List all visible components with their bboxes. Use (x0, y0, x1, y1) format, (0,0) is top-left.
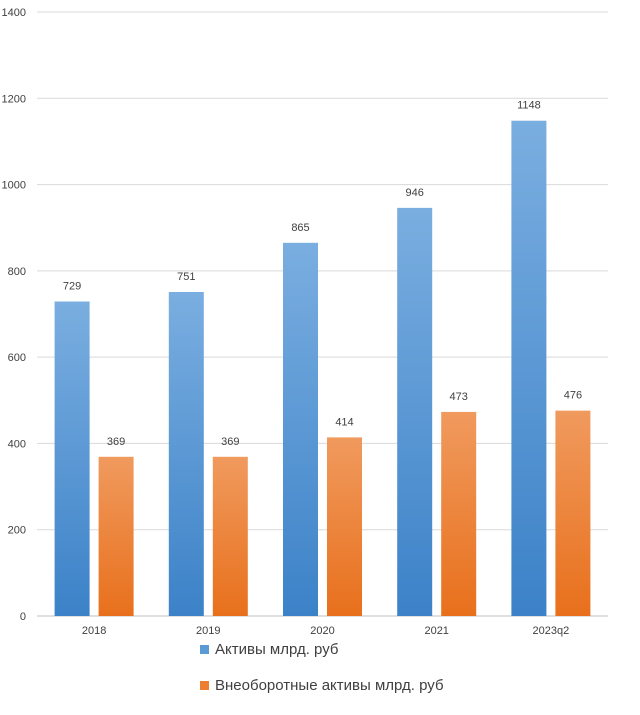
x-tick-label: 2021 (424, 625, 448, 637)
data-label-noncurrent-assets: 473 (450, 391, 468, 403)
legend-swatch-noncurrent-assets (200, 680, 209, 690)
legend-swatch-assets (200, 644, 209, 654)
legend-item-assets: Активы млрд. руб (200, 638, 444, 660)
y-tick-label: 1400 (2, 7, 26, 19)
x-tick-label: 2018 (82, 625, 106, 637)
data-label-assets: 729 (63, 280, 81, 292)
x-tick-label: 2020 (310, 625, 334, 637)
legend-label-noncurrent-assets: Внеоборотные активы млрд. руб (215, 676, 444, 694)
bar-noncurrent-assets (327, 437, 362, 616)
data-label-noncurrent-assets: 369 (107, 436, 125, 448)
data-label-assets: 1148 (517, 100, 541, 112)
y-tick-label: 1200 (2, 93, 26, 105)
y-tick-label: 600 (8, 352, 26, 364)
y-tick-label: 200 (8, 525, 26, 537)
bar-noncurrent-assets (441, 411, 477, 616)
bar-assets (168, 291, 204, 616)
bar-noncurrent-assets (212, 456, 248, 616)
bar-assets (283, 242, 318, 617)
x-tick-label: 2019 (196, 625, 220, 637)
data-label-assets: 946 (406, 187, 424, 199)
bar-noncurrent-assets (555, 410, 591, 616)
legend-label-assets: Активы млрд. руб (215, 640, 339, 658)
bar-assets (397, 207, 433, 616)
data-label-noncurrent-assets: 414 (335, 416, 353, 428)
y-tick-label: 800 (8, 266, 26, 278)
data-label-assets: 751 (177, 271, 195, 283)
legend-item-noncurrent-assets: Внеоборотные активы млрд. руб (200, 674, 444, 696)
x-tick-label: 2023q2 (533, 625, 570, 637)
bar-assets (54, 301, 90, 616)
data-label-assets: 865 (291, 222, 309, 234)
bar-assets (511, 120, 547, 616)
data-label-noncurrent-assets: 476 (564, 390, 582, 402)
y-tick-label: 1000 (2, 180, 26, 192)
data-label-noncurrent-assets: 369 (221, 436, 239, 448)
bar-noncurrent-assets (98, 456, 134, 616)
y-tick-label: 0 (20, 611, 26, 623)
y-tick-label: 400 (8, 438, 26, 450)
legend: Активы млрд. руб Внеоборотные активы млр… (200, 638, 444, 710)
